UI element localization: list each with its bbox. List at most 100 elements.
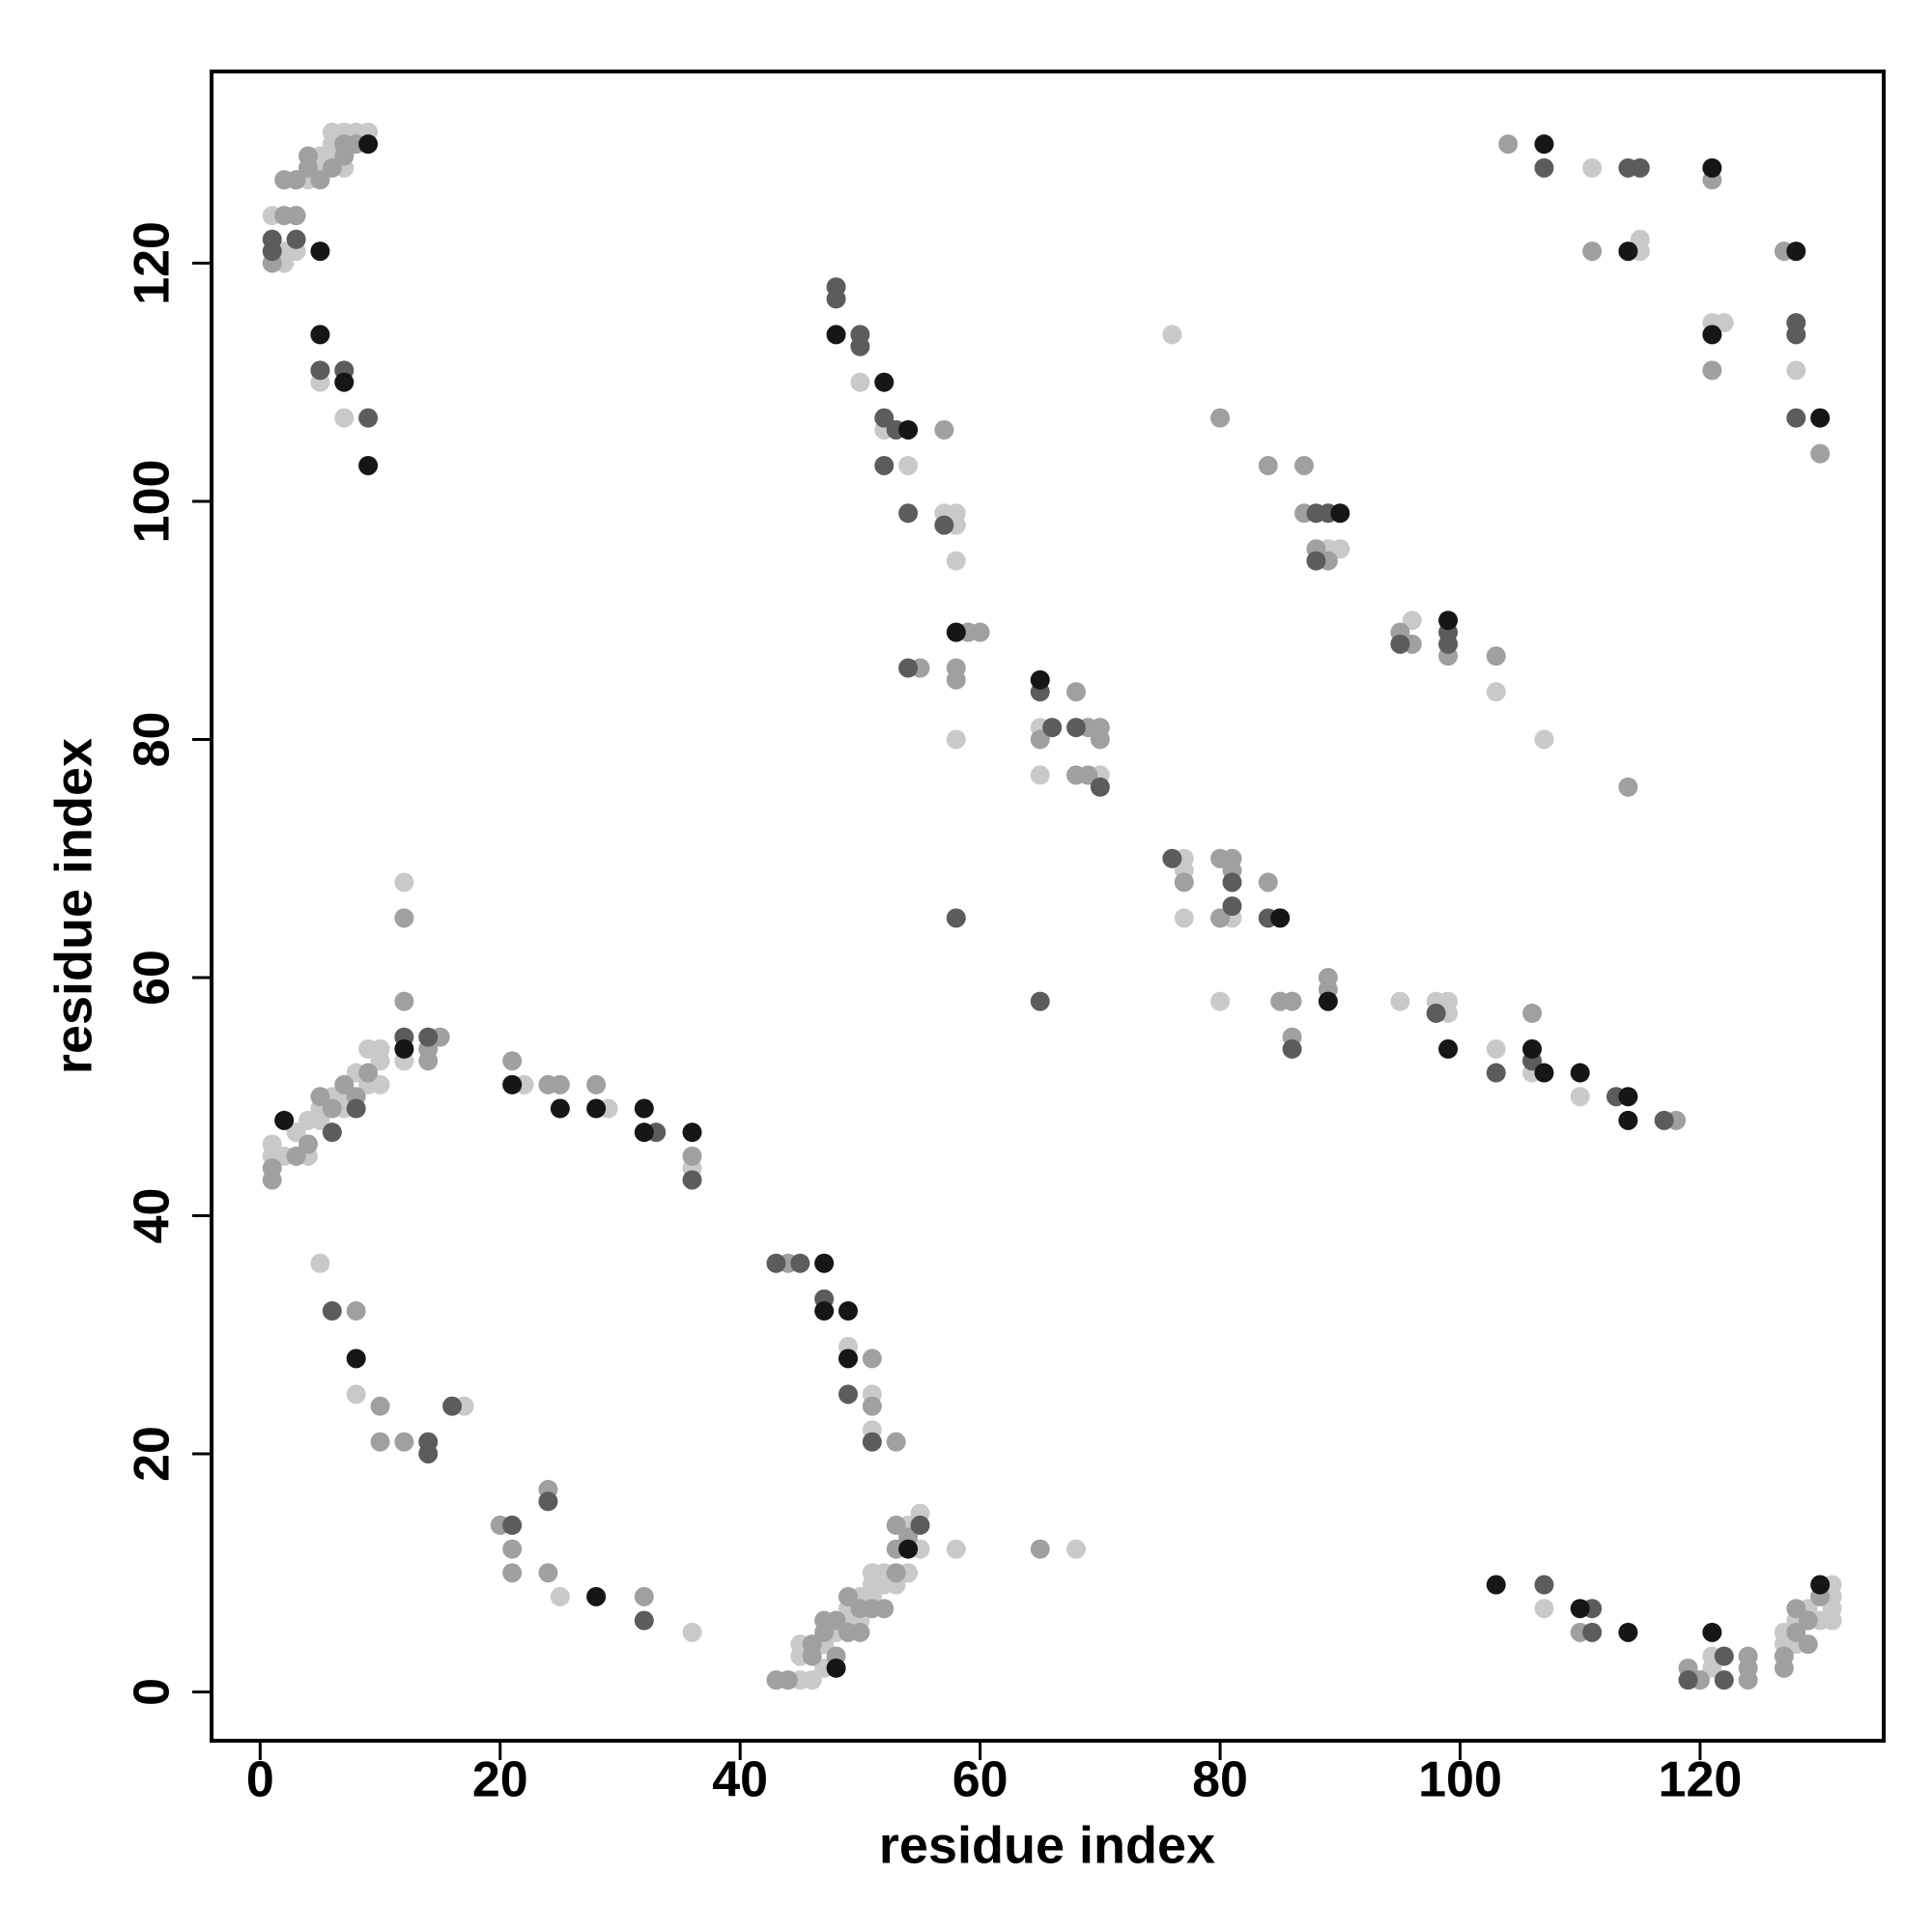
point: [1810, 408, 1831, 428]
point: [634, 1098, 654, 1119]
point: [634, 1610, 654, 1631]
point: [910, 1515, 930, 1535]
point: [538, 1563, 558, 1583]
point: [934, 419, 954, 440]
plot-frame: [210, 70, 1886, 1743]
point: [1210, 991, 1231, 1011]
point: [1618, 242, 1638, 262]
point: [502, 1539, 523, 1559]
point: [322, 1122, 342, 1143]
point: [1702, 157, 1722, 178]
point: [1318, 991, 1338, 1011]
point: [358, 455, 379, 475]
point: [1702, 360, 1722, 381]
point: [334, 408, 355, 428]
point: [1066, 718, 1087, 738]
point: [1030, 1539, 1050, 1559]
point: [538, 1492, 558, 1512]
x-tick-label: 0: [246, 1752, 274, 1808]
point: [1486, 646, 1506, 667]
point: [814, 1301, 835, 1321]
point: [1654, 1110, 1674, 1130]
y-tick-label: 20: [125, 1426, 181, 1482]
point: [310, 1253, 330, 1273]
point: [1534, 1575, 1554, 1595]
point: [358, 1063, 379, 1083]
point: [346, 1301, 366, 1321]
point: [310, 170, 330, 190]
point: [286, 170, 306, 190]
y-tick-label: 100: [125, 460, 181, 544]
point: [1486, 1038, 1506, 1059]
y-tick-label: 40: [125, 1188, 181, 1244]
point: [850, 336, 870, 356]
point: [310, 360, 330, 381]
point: [286, 1146, 306, 1166]
point: [1438, 611, 1459, 631]
point: [1702, 1658, 1722, 1678]
point: [682, 1622, 702, 1642]
y-tick-label: 60: [125, 950, 181, 1006]
point: [946, 729, 966, 750]
x-tick-label: 80: [1192, 1752, 1248, 1808]
point: [394, 991, 414, 1011]
point: [1030, 765, 1050, 785]
point: [874, 408, 895, 428]
point: [850, 1622, 870, 1642]
point: [946, 669, 966, 690]
point: [814, 1253, 835, 1273]
point: [418, 1443, 439, 1463]
point: [550, 1586, 570, 1606]
point: [322, 122, 342, 142]
y-tick-label: 80: [125, 712, 181, 768]
point: [1294, 455, 1315, 475]
point: [586, 1586, 607, 1606]
point: [886, 1515, 906, 1535]
point: [1678, 1670, 1698, 1690]
point: [838, 1301, 858, 1321]
point: [802, 1670, 822, 1690]
point: [1306, 551, 1326, 571]
point: [1390, 991, 1410, 1011]
point: [1534, 134, 1554, 155]
point: [586, 1098, 607, 1119]
point: [1282, 991, 1302, 1011]
point: [634, 1122, 654, 1143]
point: [1810, 1575, 1831, 1595]
point: [1786, 325, 1806, 345]
point: [1786, 1622, 1806, 1642]
point: [394, 1038, 414, 1059]
point: [970, 622, 990, 642]
point: [1090, 729, 1110, 750]
x-tick-label: 100: [1418, 1752, 1502, 1808]
point: [682, 1122, 702, 1143]
point: [1210, 908, 1231, 928]
point: [1222, 896, 1242, 916]
point: [862, 1349, 882, 1369]
point: [394, 908, 414, 928]
point: [442, 1396, 463, 1416]
point: [1618, 1087, 1638, 1107]
point: [1258, 455, 1278, 475]
point: [1030, 991, 1050, 1011]
point: [1822, 1610, 1842, 1631]
point: [1486, 682, 1506, 702]
point: [370, 1051, 390, 1071]
point: [358, 134, 379, 155]
point: [310, 1110, 330, 1130]
point: [346, 1384, 366, 1405]
point: [370, 1396, 390, 1416]
point: [1618, 1110, 1638, 1130]
point: [334, 372, 355, 392]
point: [1810, 443, 1831, 464]
point: [334, 1074, 355, 1094]
point: [1702, 1622, 1722, 1642]
point: [1522, 1003, 1543, 1023]
point: [1534, 1063, 1554, 1083]
point: [1534, 157, 1554, 178]
point: [1066, 682, 1087, 702]
point: [1390, 634, 1410, 654]
x-tick-label: 40: [712, 1752, 768, 1808]
